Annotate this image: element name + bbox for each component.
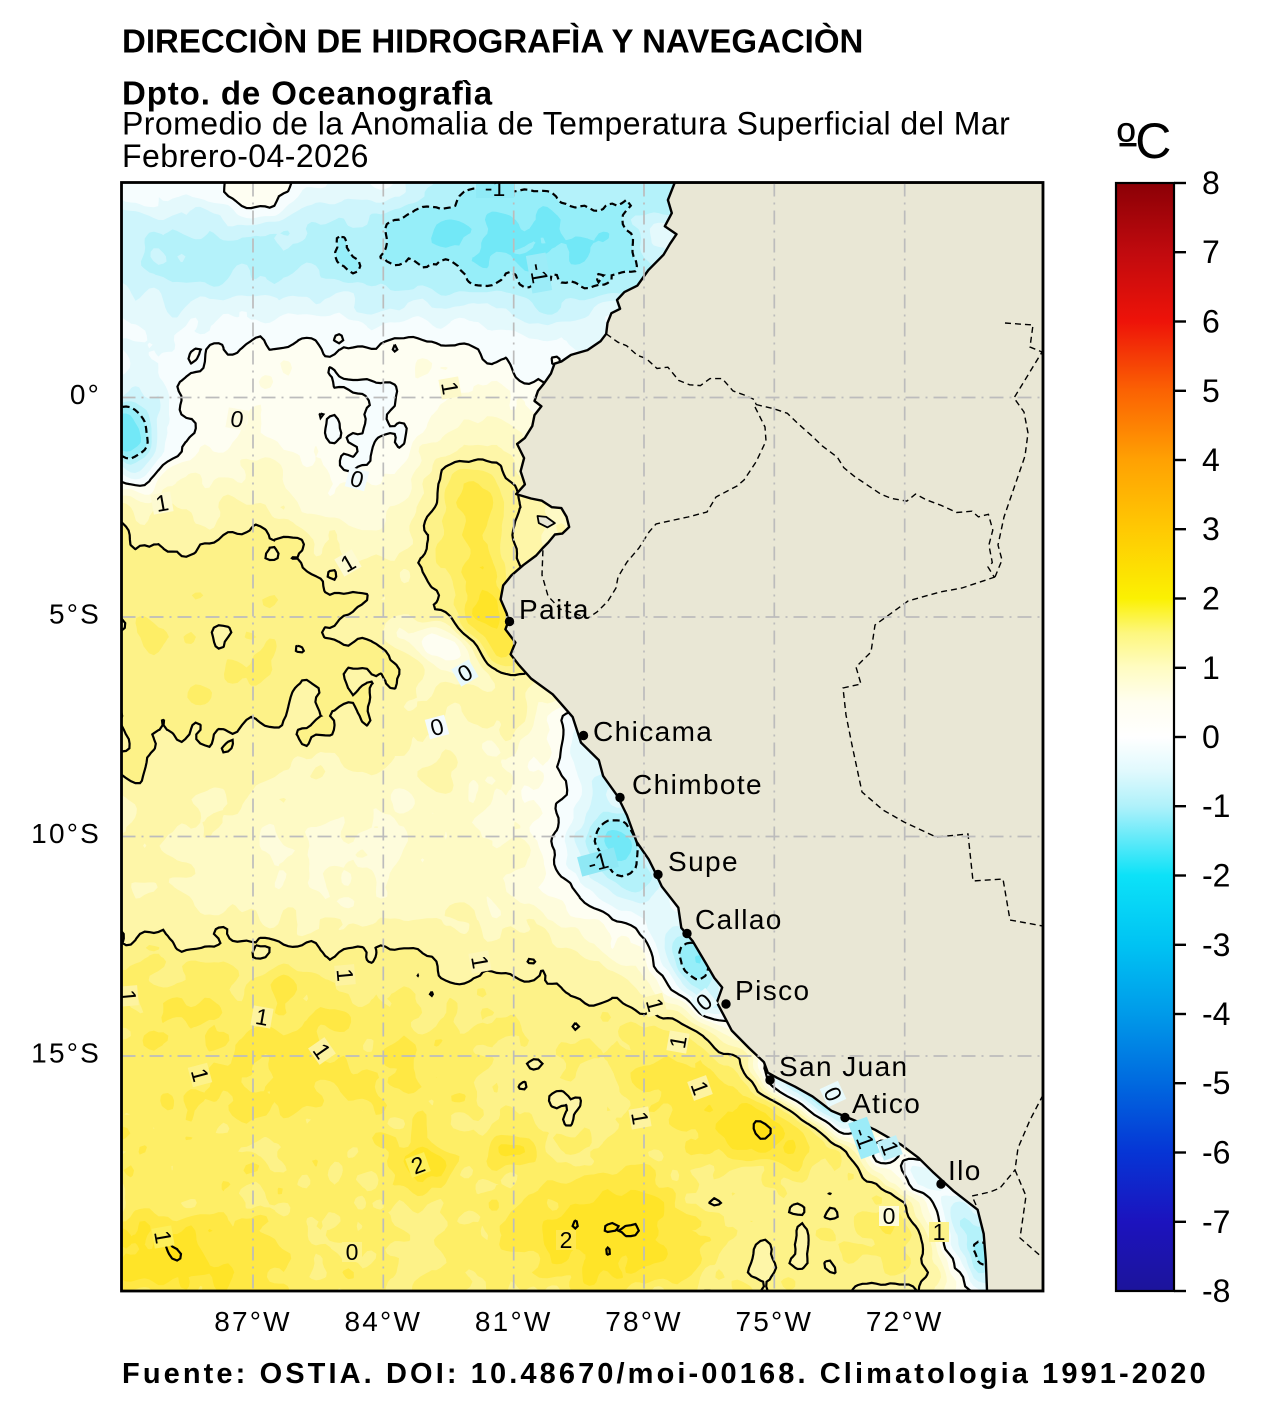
svg-text:ºC: ºC <box>1117 113 1171 169</box>
svg-text:-1: -1 <box>485 175 505 201</box>
svg-text:10°S: 10°S <box>31 818 101 849</box>
svg-text:1: 1 <box>331 967 358 982</box>
svg-text:1: 1 <box>149 1228 177 1245</box>
svg-text:0: 0 <box>346 1239 359 1265</box>
svg-text:1: 1 <box>466 953 494 970</box>
svg-text:0: 0 <box>1202 719 1220 755</box>
svg-text:1: 1 <box>253 1003 270 1031</box>
svg-text:Febrero-04-2026: Febrero-04-2026 <box>122 138 369 174</box>
svg-text:Chicama: Chicama <box>593 716 713 747</box>
svg-text:-4: -4 <box>1202 996 1230 1032</box>
svg-text:Ilo: Ilo <box>948 1155 982 1186</box>
svg-text:4: 4 <box>1202 442 1220 478</box>
svg-text:5: 5 <box>1202 373 1220 409</box>
svg-text:72°W: 72°W <box>866 1306 944 1337</box>
svg-text:Promedio de la Anomalia de Tem: Promedio de la Anomalia de Temperatura S… <box>122 106 1010 142</box>
svg-text:1: 1 <box>933 1219 946 1245</box>
svg-text:75°W: 75°W <box>736 1306 814 1337</box>
svg-text:Atico: Atico <box>852 1088 921 1119</box>
svg-text:87°W: 87°W <box>214 1306 292 1337</box>
svg-text:1: 1 <box>436 379 464 396</box>
svg-text:San Juan: San Juan <box>779 1051 909 1082</box>
svg-text:84°W: 84°W <box>345 1306 423 1337</box>
svg-text:Fuente: OSTIA. DOI: 10.48670/m: Fuente: OSTIA. DOI: 10.48670/moi-00168. … <box>122 1358 1209 1390</box>
svg-text:-1: -1 <box>1202 788 1230 824</box>
svg-text:Supe: Supe <box>668 846 739 877</box>
svg-text:2: 2 <box>560 1227 573 1253</box>
svg-text:-3: -3 <box>1202 927 1230 963</box>
svg-text:0: 0 <box>228 405 245 433</box>
svg-text:Callao: Callao <box>695 904 783 935</box>
svg-text:-6: -6 <box>1202 1135 1230 1171</box>
svg-text:6: 6 <box>1202 304 1220 340</box>
svg-text:0: 0 <box>883 1203 896 1229</box>
svg-text:Pisco: Pisco <box>735 975 810 1006</box>
svg-text:2: 2 <box>1202 581 1220 617</box>
svg-text:1: 1 <box>1202 650 1220 686</box>
svg-text:DIRECCIÒN DE HIDROGRAFÌA Y NAV: DIRECCIÒN DE HIDROGRAFÌA Y NAVEGACIÒN <box>122 23 863 60</box>
svg-text:-2: -2 <box>1202 858 1230 894</box>
svg-text:0°: 0° <box>70 379 101 410</box>
svg-text:-5: -5 <box>1202 1065 1230 1101</box>
svg-text:-8: -8 <box>1202 1273 1230 1309</box>
svg-text:5°S: 5°S <box>49 599 101 630</box>
svg-text:1: 1 <box>153 489 170 517</box>
svg-text:-1: -1 <box>524 261 553 286</box>
svg-text:-7: -7 <box>1202 1204 1230 1240</box>
svg-text:1: 1 <box>626 1109 654 1126</box>
svg-text:78°W: 78°W <box>605 1306 683 1337</box>
svg-text:7: 7 <box>1202 234 1220 270</box>
svg-text:8: 8 <box>1202 165 1220 201</box>
svg-text:1: 1 <box>114 988 141 1003</box>
svg-text:15°S: 15°S <box>31 1038 101 1069</box>
svg-text:3: 3 <box>1202 511 1220 547</box>
svg-text:Dpto. de Oceanografìa: Dpto. de Oceanografìa <box>122 75 493 112</box>
svg-text:Paita: Paita <box>519 594 590 625</box>
svg-text:81°W: 81°W <box>475 1306 553 1337</box>
svg-text:Chimbote: Chimbote <box>632 769 763 800</box>
svg-text:1: 1 <box>664 1033 692 1050</box>
